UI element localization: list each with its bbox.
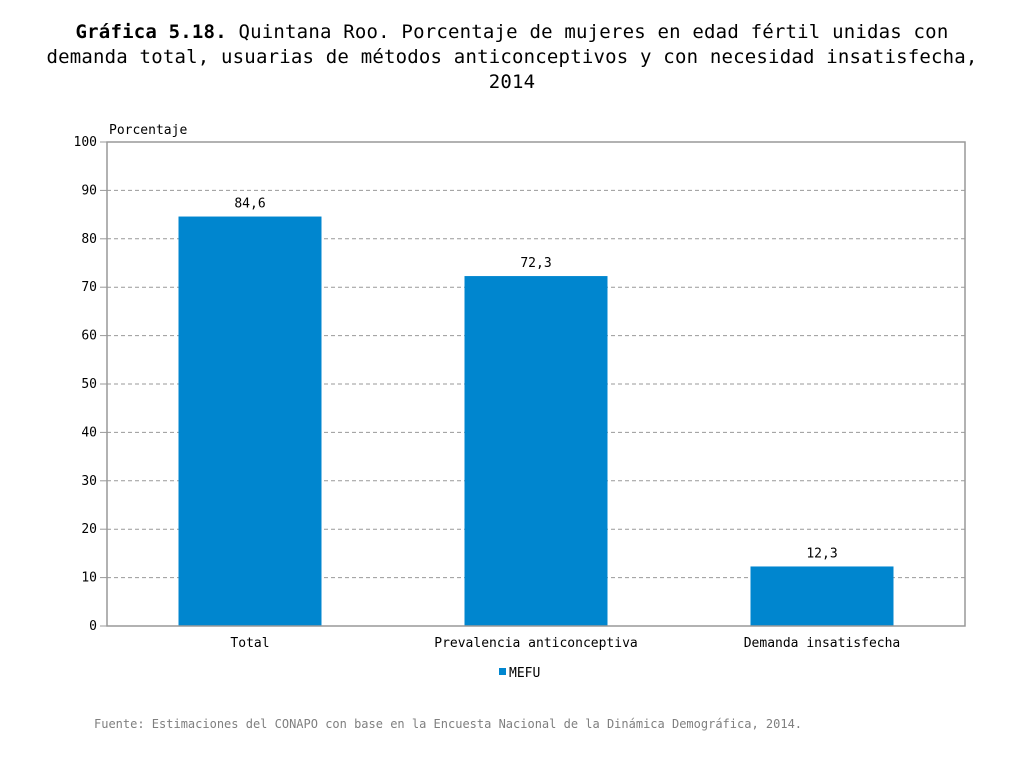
- x-tick-label: Prevalencia anticonceptiva: [434, 636, 638, 651]
- x-tick-label: Total: [230, 636, 269, 651]
- y-tick-label: 80: [81, 232, 97, 247]
- y-axis-ticks: 0 10 20 30 40 50 60 70 80 90 100: [74, 135, 107, 634]
- y-tick-label: 60: [81, 329, 97, 344]
- y-tick-label: 10: [81, 571, 97, 586]
- bar: [178, 216, 322, 626]
- legend: MEFU: [499, 666, 540, 681]
- data-label: 72,3: [520, 256, 551, 271]
- bar: [464, 276, 608, 626]
- x-tick-label: Demanda insatisfecha: [744, 636, 901, 651]
- y-tick-label: 100: [74, 135, 97, 150]
- chart-title-prefix: Gráfica 5.18.: [75, 21, 227, 43]
- bar-chart: 0 10 20 30 40 50 60 70 80 90 100 84,6 72,3 12,3 Tota…: [74, 123, 966, 681]
- data-labels: 84,6 72,3 12,3: [234, 197, 837, 562]
- y-tick-label: 20: [81, 522, 97, 537]
- bar: [750, 566, 894, 626]
- source-note: Fuente: Estimaciones del CONAPO con base…: [94, 717, 803, 731]
- legend-label: MEFU: [509, 666, 540, 681]
- y-tick-label: 50: [81, 377, 97, 392]
- y-axis-label: Porcentaje: [109, 123, 187, 138]
- data-label: 84,6: [234, 197, 265, 212]
- y-tick-label: 90: [81, 183, 97, 198]
- chart-title-text: Quintana Roo. Porcentaje de mujeres en e…: [46, 21, 978, 93]
- y-tick-label: 70: [81, 280, 97, 295]
- x-axis-labels: Total Prevalencia anticonceptiva Demanda i…: [230, 636, 900, 651]
- data-label: 12,3: [806, 546, 837, 561]
- y-tick-label: 40: [81, 425, 97, 440]
- y-tick-label: 0: [89, 619, 97, 634]
- legend-swatch: [499, 668, 506, 675]
- bars: [178, 216, 894, 626]
- chart-title: Gráfica 5.18. Quintana Roo. Porcentaje d…: [40, 20, 984, 95]
- y-tick-label: 30: [81, 474, 97, 489]
